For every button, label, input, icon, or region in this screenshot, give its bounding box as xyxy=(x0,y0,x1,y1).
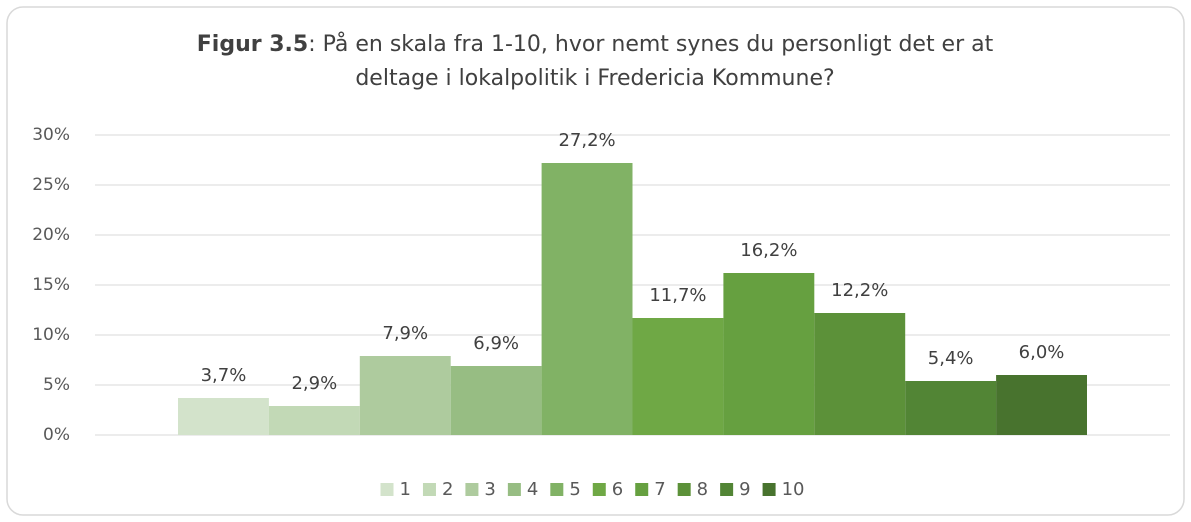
bar xyxy=(359,356,451,435)
legend-label: 1 xyxy=(400,479,411,500)
y-tick-label: 0% xyxy=(43,425,70,445)
bar xyxy=(632,318,724,435)
legend-label: 5 xyxy=(569,479,580,500)
data-label: 2,9% xyxy=(291,373,337,394)
bar xyxy=(996,375,1087,435)
legend-label: 3 xyxy=(484,479,495,500)
data-label: 6,9% xyxy=(473,333,519,354)
legend-swatch xyxy=(380,483,394,496)
legend-swatch xyxy=(635,483,649,496)
y-tick-label: 30% xyxy=(32,125,70,145)
legend-label: 6 xyxy=(612,479,623,500)
legend-swatch xyxy=(677,483,691,496)
legend-swatch xyxy=(465,483,479,496)
bar xyxy=(268,406,360,435)
legend-swatch xyxy=(592,483,606,496)
legend-label: 9 xyxy=(739,479,750,500)
legend-label: 4 xyxy=(527,479,538,500)
bar xyxy=(450,366,542,435)
y-tick-label: 20% xyxy=(32,225,70,245)
data-label: 12,2% xyxy=(831,280,888,301)
y-tick-label: 10% xyxy=(32,325,70,345)
y-tick-label: 25% xyxy=(32,175,70,195)
bar xyxy=(178,398,269,435)
y-tick-label: 15% xyxy=(32,275,70,295)
bar xyxy=(905,381,997,435)
legend-label: 8 xyxy=(697,479,708,500)
bar xyxy=(814,313,906,435)
legend-swatch xyxy=(507,483,521,496)
legend-label: 10 xyxy=(782,479,805,500)
legend-swatch xyxy=(550,483,564,496)
data-label: 27,2% xyxy=(558,130,615,151)
bar xyxy=(541,163,633,435)
legend-label: 7 xyxy=(654,479,665,500)
data-label: 6,0% xyxy=(1019,342,1065,363)
data-label: 5,4% xyxy=(928,348,974,369)
data-label: 3,7% xyxy=(201,365,247,386)
title-prefix: Figur 3.5 xyxy=(196,32,309,57)
bar xyxy=(723,273,815,435)
data-label: 11,7% xyxy=(649,285,706,306)
legend-swatch xyxy=(720,483,734,496)
legend-label: 2 xyxy=(442,479,453,500)
legend-swatch xyxy=(762,483,776,496)
data-label: 7,9% xyxy=(382,323,428,344)
title-text: : På en skala fra 1-10, hvor nemt synes … xyxy=(308,32,994,91)
chart-title: Figur 3.5: På en skala fra 1-10, hvor ne… xyxy=(175,28,1015,96)
legend-swatch xyxy=(422,483,436,496)
y-tick-label: 5% xyxy=(43,375,70,395)
data-label: 16,2% xyxy=(740,240,797,261)
